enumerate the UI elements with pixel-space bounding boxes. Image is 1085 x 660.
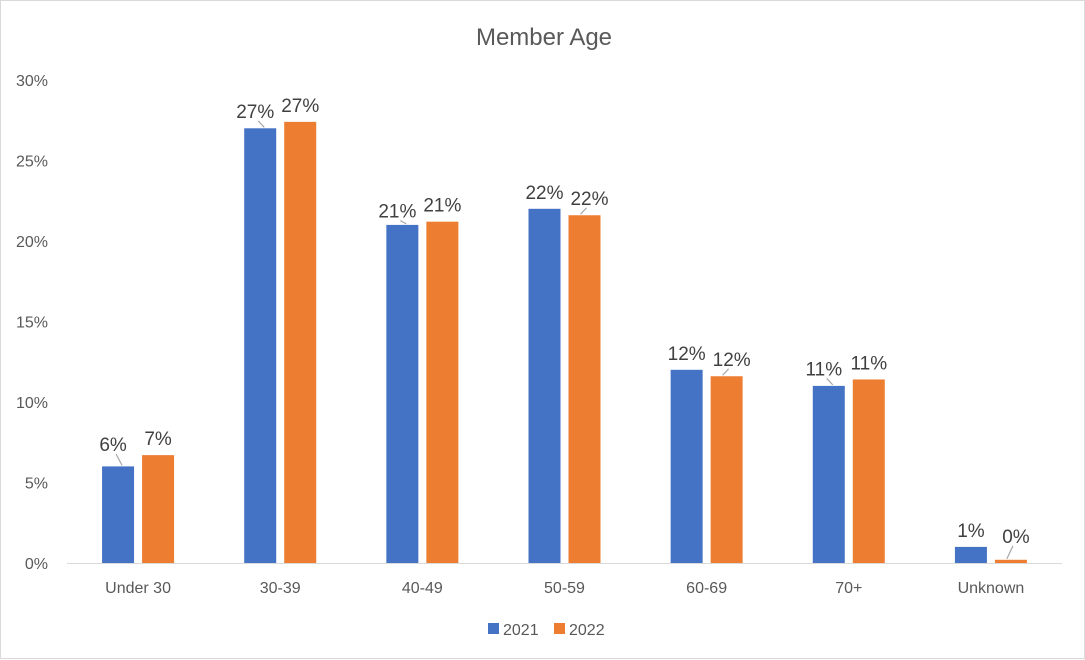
bar-2022-unknown [994, 559, 1027, 563]
leader-line [580, 207, 587, 215]
y-tick-label: 15% [16, 315, 48, 332]
bar-2021-unknown [954, 546, 987, 563]
bar-2022-60-69 [710, 376, 743, 563]
legend-label: 2021 [503, 622, 539, 639]
data-label: 11% [805, 359, 842, 380]
data-label: 7% [144, 429, 172, 450]
data-label: 11% [850, 353, 887, 374]
x-tick-label: 70+ [835, 580, 862, 597]
y-tick-label: 0% [25, 556, 48, 573]
data-label: 22% [570, 189, 608, 210]
legend-swatch-2021 [488, 623, 499, 634]
data-label: 27% [281, 96, 319, 117]
data-label: 21% [378, 202, 416, 223]
bar-2022-50-59 [568, 215, 601, 564]
y-tick-label: 30% [16, 73, 48, 90]
data-label: 12% [668, 344, 706, 365]
data-labels: 6% 7% 27% 27% 21% 21% 22% 22% 12% 12% 11% 11% 1% 0% [99, 96, 1030, 560]
x-tick-label: 60-69 [686, 580, 727, 597]
leader-line [722, 368, 730, 376]
bar-2021-70- [812, 385, 845, 563]
bar-2021-40-49 [386, 224, 419, 563]
bar-2021-30-39 [244, 128, 277, 564]
leader-line [826, 378, 834, 386]
bar-2022-70- [852, 379, 885, 563]
data-label: 1% [957, 521, 985, 542]
bar-2022-under-30 [142, 455, 175, 563]
legend-label: 2022 [569, 622, 605, 639]
leader-line [257, 120, 265, 128]
data-label: 12% [713, 350, 751, 371]
data-label: 27% [236, 102, 274, 123]
leader-line [115, 453, 123, 466]
y-tick-label: 20% [16, 234, 48, 251]
chart-title: Member Age [476, 24, 612, 51]
leader-line [400, 220, 407, 225]
x-tick-label: 40-49 [402, 580, 443, 597]
data-label: 0% [1002, 527, 1030, 548]
x-tick-label: 30-39 [260, 580, 301, 597]
data-label: 21% [423, 196, 461, 217]
bar-2022-30-39 [284, 121, 317, 564]
bar-2022-40-49 [426, 221, 459, 563]
data-label: 22% [525, 183, 563, 204]
bar-2021-under-30 [102, 466, 135, 563]
y-tick-label: 10% [16, 395, 48, 412]
bar-2021-60-69 [670, 369, 703, 563]
leader-line [1006, 545, 1014, 560]
legend: 2021 2022 [488, 622, 605, 639]
y-tick-label: 25% [16, 154, 48, 171]
legend-swatch-2022 [554, 623, 565, 634]
y-axis: 0% 5% 10% 15% 20% 25% 30% [16, 73, 48, 573]
data-label: 6% [99, 435, 127, 456]
x-tick-label: 50-59 [544, 580, 585, 597]
y-tick-label: 5% [25, 476, 48, 493]
x-axis: Under 30 30-39 40-49 50-59 60-69 70+ Unknown [67, 563, 1062, 597]
bar-2021-50-59 [528, 208, 561, 564]
x-tick-label: Unknown [958, 580, 1025, 597]
bars [102, 121, 1027, 564]
x-tick-label: Under 30 [105, 580, 171, 597]
